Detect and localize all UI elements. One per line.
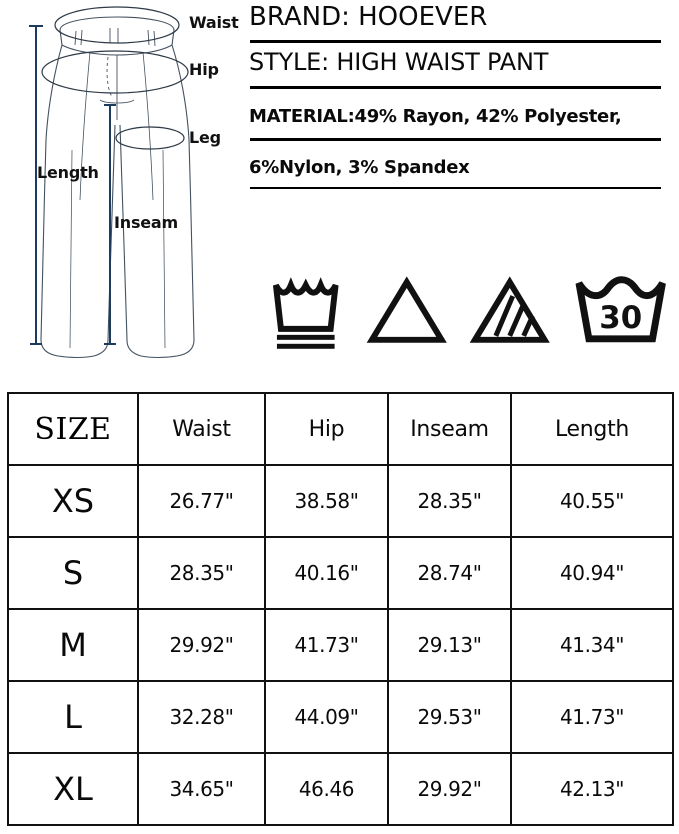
waist-value: 29.92" [137, 608, 266, 682]
style-text: STYLE: HIGH WAIST PANT [249, 48, 549, 76]
hip-ellipse [41, 50, 189, 94]
brand-text: BRAND: HOOEVER [249, 2, 488, 32]
table-row: L 32.28" 44.09" 29.53" 41.73" [7, 680, 674, 754]
table-row: XL 34.65" 46.46 29.92" 42.13" [7, 752, 674, 826]
hip-value: 40.16" [264, 536, 389, 610]
table-row: S 28.35" 40.16" 28.74" 40.94" [7, 536, 674, 610]
size-chart-table: SIZE Waist Hip Inseam Length XS 26.77" 3… [7, 392, 674, 826]
leg-ellipse [115, 126, 185, 150]
header-length: Length [510, 392, 674, 466]
size-label: L [7, 680, 139, 754]
material-text-line1: MATERIAL:49% Rayon, 42% Polyester, [249, 106, 622, 127]
bleach-triangle-icon [366, 275, 447, 343]
length-value: 41.34" [510, 608, 674, 682]
material-text-line2: 6%Nylon, 3% Spandex [249, 157, 470, 178]
header-waist: Waist [137, 392, 266, 466]
product-info-block: BRAND: HOOEVER STYLE: HIGH WAIST PANT MA… [249, 0, 667, 200]
divider-rule-4 [250, 187, 661, 189]
header-area: Waist Hip Leg Length Inseam BRAND: HOOEV… [0, 0, 679, 388]
wash-temperature-value: 30 [599, 299, 642, 335]
wash-tub-gentle-icon [272, 276, 339, 349]
divider-rule-1 [250, 40, 661, 43]
header-inseam: Inseam [387, 392, 512, 466]
inseam-value: 29.53" [387, 680, 512, 754]
diagram-label-waist: Waist [189, 13, 239, 32]
length-value: 41.73" [510, 680, 674, 754]
table-header-row: SIZE Waist Hip Inseam Length [7, 392, 674, 466]
waist-value: 32.28" [137, 680, 266, 754]
length-value: 40.94" [510, 536, 674, 610]
waist-value: 26.77" [137, 464, 266, 538]
hip-value: 46.46 [264, 752, 389, 826]
table-row: XS 26.77" 38.58" 28.35" 40.55" [7, 464, 674, 538]
size-label: XS [7, 464, 139, 538]
hip-value: 41.73" [264, 608, 389, 682]
inseam-value: 28.74" [387, 536, 512, 610]
inseam-value: 28.35" [387, 464, 512, 538]
size-label: M [7, 608, 139, 682]
hip-value: 44.09" [264, 680, 389, 754]
header-size: SIZE [7, 392, 139, 466]
care-symbols-row: 30 [268, 258, 668, 363]
diagram-label-inseam: Inseam [114, 213, 178, 232]
size-label: S [7, 536, 139, 610]
divider-rule-2 [250, 86, 661, 89]
pants-illustration-svg [29, 6, 195, 359]
length-value: 40.55" [510, 464, 674, 538]
table-row: M 29.92" 41.73" 29.13" 41.34" [7, 608, 674, 682]
waist-value: 28.35" [137, 536, 266, 610]
waist-value: 34.65" [137, 752, 266, 826]
length-value: 42.13" [510, 752, 674, 826]
size-label: XL [7, 752, 139, 826]
inseam-value: 29.13" [387, 608, 512, 682]
inseam-value: 29.92" [387, 752, 512, 826]
diagram-label-hip: Hip [189, 60, 219, 79]
header-hip: Hip [264, 392, 389, 466]
wash-temperature-30-icon: 30 [575, 275, 666, 342]
hip-value: 38.58" [264, 464, 389, 538]
pants-measurement-diagram: Waist Hip Leg Length Inseam [0, 0, 245, 388]
waist-ellipse [54, 6, 180, 44]
non-chlorine-bleach-icon [469, 275, 550, 343]
divider-rule-3 [250, 138, 661, 141]
diagram-label-leg: Leg [189, 128, 221, 147]
diagram-label-length: Length [37, 163, 99, 182]
